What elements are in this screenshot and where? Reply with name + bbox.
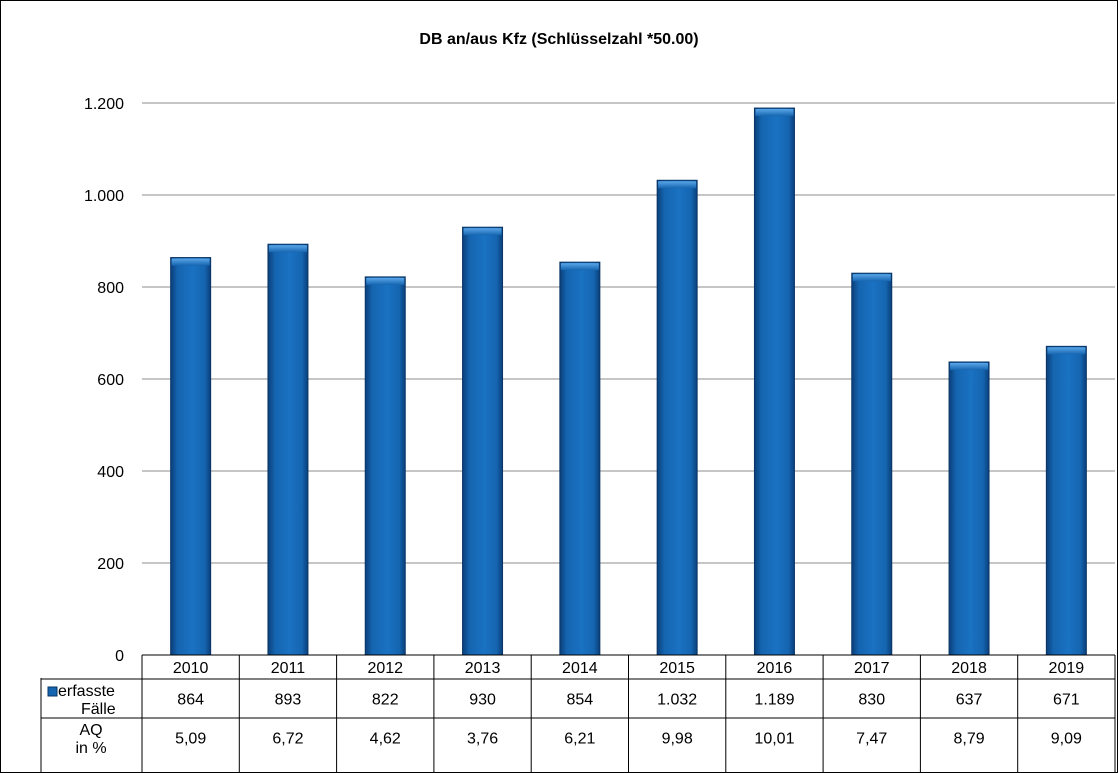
- data-label: 864: [177, 692, 204, 709]
- table-row-label: in %: [75, 740, 106, 757]
- bar-highlight: [560, 263, 599, 271]
- table-cell: 4,62: [370, 731, 401, 748]
- bar: [559, 261, 601, 656]
- x-tick-label: 2016: [757, 660, 793, 677]
- bar: [948, 361, 990, 656]
- bar-highlight: [950, 362, 989, 370]
- data-table: 2010 2011 2012 2013 2014 2015 2016 2017 2018 2019…: [40, 654, 1116, 772]
- data-label: 854: [566, 692, 593, 709]
- y-tick-label: 0: [115, 648, 124, 665]
- table-cell: 9,09: [1051, 731, 1082, 748]
- x-tick-label: 2010: [173, 660, 209, 677]
- bars: [170, 107, 1087, 656]
- y-tick-label: 800: [97, 280, 124, 297]
- bar: [753, 107, 795, 656]
- bar: [170, 257, 212, 656]
- y-tick-label: 200: [97, 556, 124, 573]
- bar-highlight: [1047, 347, 1086, 355]
- y-tick-label: 1.000: [84, 188, 124, 205]
- table-cell: 6,72: [272, 731, 303, 748]
- bar-highlight: [463, 228, 502, 236]
- bar: [462, 226, 504, 656]
- legend-label: erfasste: [58, 683, 115, 700]
- bar-highlight: [366, 277, 405, 285]
- bar: [267, 243, 309, 656]
- x-tick-label: 2014: [562, 660, 598, 677]
- x-tick-label: 2019: [1049, 660, 1085, 677]
- x-tick-label: 2017: [854, 660, 890, 677]
- x-tick-label: 2011: [271, 660, 306, 677]
- table-cell: 6,21: [564, 731, 595, 748]
- data-label: 830: [858, 692, 885, 709]
- bar-highlight: [755, 109, 794, 117]
- table-cell: 5,09: [175, 731, 206, 748]
- legend-swatch: [47, 686, 58, 697]
- x-tick-label: 2018: [951, 660, 987, 677]
- table-cell: 3,76: [467, 731, 498, 748]
- x-tick-label: 2012: [367, 660, 403, 677]
- bar: [851, 272, 893, 656]
- table-cell: 8,79: [953, 731, 984, 748]
- y-tick-label: 600: [97, 372, 124, 389]
- bar: [1045, 345, 1087, 656]
- data-label: 1.032: [657, 692, 697, 709]
- bar: [656, 179, 698, 656]
- y-axis-ticks: 0 200 400 600 800 1.000 1.200: [84, 96, 124, 665]
- chart-title: DB an/aus Kfz (Schlüsselzahl *50.00): [419, 31, 699, 48]
- legend-label: Fälle: [81, 701, 116, 718]
- bar-highlight: [852, 274, 891, 282]
- x-tick-label: 2015: [659, 660, 695, 677]
- table-row-label: AQ: [79, 722, 102, 739]
- table-cell: 10,01: [754, 731, 794, 748]
- data-label: 1.189: [754, 692, 794, 709]
- data-label: 671: [1053, 692, 1080, 709]
- bar: [364, 276, 406, 656]
- y-tick-label: 400: [97, 464, 124, 481]
- bar-highlight: [171, 258, 210, 266]
- table-cell: 9,98: [662, 731, 693, 748]
- data-label: 822: [372, 692, 399, 709]
- x-tick-label: 2013: [465, 660, 501, 677]
- bar-highlight: [268, 245, 307, 253]
- table-cell: 7,47: [856, 731, 887, 748]
- y-tick-label: 1.200: [84, 96, 124, 113]
- data-label: 893: [275, 692, 302, 709]
- data-label: 930: [469, 692, 496, 709]
- bar-highlight: [658, 181, 697, 189]
- data-label: 637: [956, 692, 983, 709]
